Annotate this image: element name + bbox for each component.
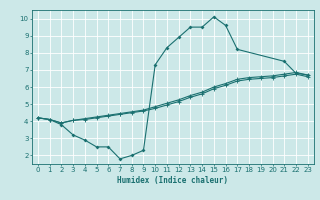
X-axis label: Humidex (Indice chaleur): Humidex (Indice chaleur) [117,176,228,185]
